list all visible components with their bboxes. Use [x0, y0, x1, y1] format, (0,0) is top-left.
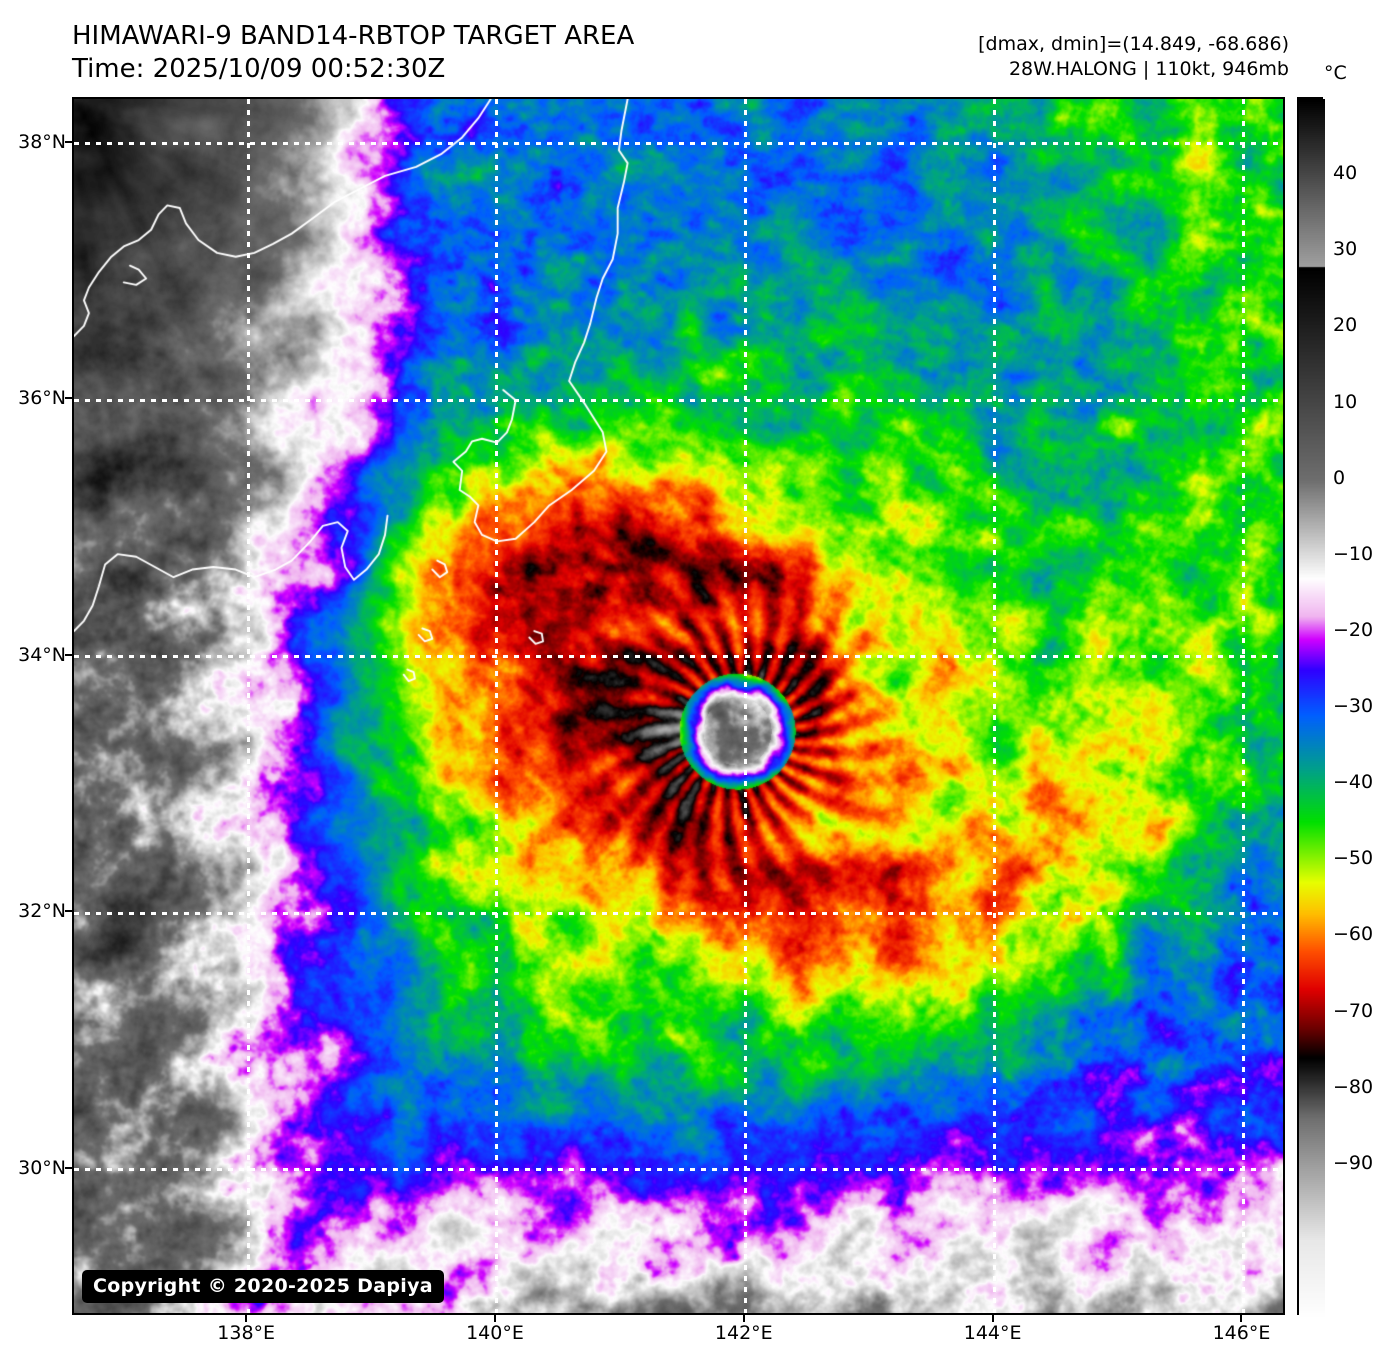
colorbar-tick-label: −80 [1333, 1075, 1374, 1098]
colorbar-tick-label: 20 [1333, 314, 1358, 337]
latitude-tick-mark [65, 910, 72, 913]
colorbar-tick-label: −20 [1333, 618, 1374, 641]
colorbar-tick-label: 10 [1333, 390, 1358, 413]
longitude-tick-label: 142°E [714, 1322, 773, 1344]
colorbar-tick-label: 0 [1333, 466, 1346, 489]
latitude-tick-mark [65, 653, 72, 656]
colorbar-tick-label: 30 [1333, 238, 1358, 261]
longitude-tick-label: 138°E [217, 1322, 276, 1344]
colorbar-gradient [1299, 99, 1325, 1317]
latitude-tick-label: 36°N [18, 387, 66, 410]
longitude-tick-mark [991, 1315, 994, 1322]
latitude-tick-mark [65, 397, 72, 400]
infrared-imagery-canvas [74, 99, 1283, 1313]
longitude-tick-mark [1240, 1315, 1243, 1322]
colorbar-tick-label: −90 [1333, 1151, 1374, 1174]
storm-info-label: 28W.HALONG | 110kt, 946mb [1008, 58, 1289, 80]
colorbar-tick-label: −60 [1333, 923, 1374, 946]
title-line-2: Time: 2025/10/09 00:52:30Z [72, 54, 446, 84]
latitude-tick-label: 38°N [18, 130, 66, 153]
colorbar-tick-label: −50 [1333, 847, 1374, 870]
colorbar-tick-label: −40 [1333, 771, 1374, 794]
title-line-1: HIMAWARI-9 BAND14-RBTOP TARGET AREA [72, 21, 635, 51]
metadata-block: [dmax, dmin]=(14.849, -68.686) 28W.HALONG… [978, 32, 1289, 82]
copyright-watermark: Copyright © 2020-2025 Dapiya [82, 1270, 444, 1303]
longitude-tick-label: 140°E [466, 1322, 524, 1344]
satellite-plot-area: Copyright © 2020-2025 Dapiya [72, 97, 1285, 1315]
latitude-tick-mark [65, 1166, 72, 1169]
dmax-dmin-label: [dmax, dmin]=(14.849, -68.686) [978, 33, 1289, 55]
latitude-tick-label: 32°N [18, 900, 66, 923]
colorbar-unit-label: °C [1324, 62, 1347, 84]
latitude-tick-label: 30°N [18, 1156, 66, 1179]
longitude-tick-label: 146°E [1212, 1322, 1271, 1344]
colorbar-tick-label: −70 [1333, 999, 1374, 1022]
longitude-tick-label: 144°E [963, 1322, 1022, 1344]
colorbar-tick-label: −30 [1333, 695, 1374, 717]
latitude-tick-mark [65, 140, 72, 143]
colorbar-tick-label: 40 [1333, 162, 1358, 185]
longitude-tick-mark [742, 1315, 745, 1322]
colorbar-tick-label: −10 [1333, 542, 1374, 565]
colorbar [1297, 97, 1325, 1317]
longitude-tick-mark [493, 1315, 496, 1322]
page-title: HIMAWARI-9 BAND14-RBTOP TARGET AREA Time:… [72, 20, 634, 86]
latitude-tick-label: 34°N [18, 643, 66, 666]
longitude-tick-mark [245, 1315, 248, 1322]
